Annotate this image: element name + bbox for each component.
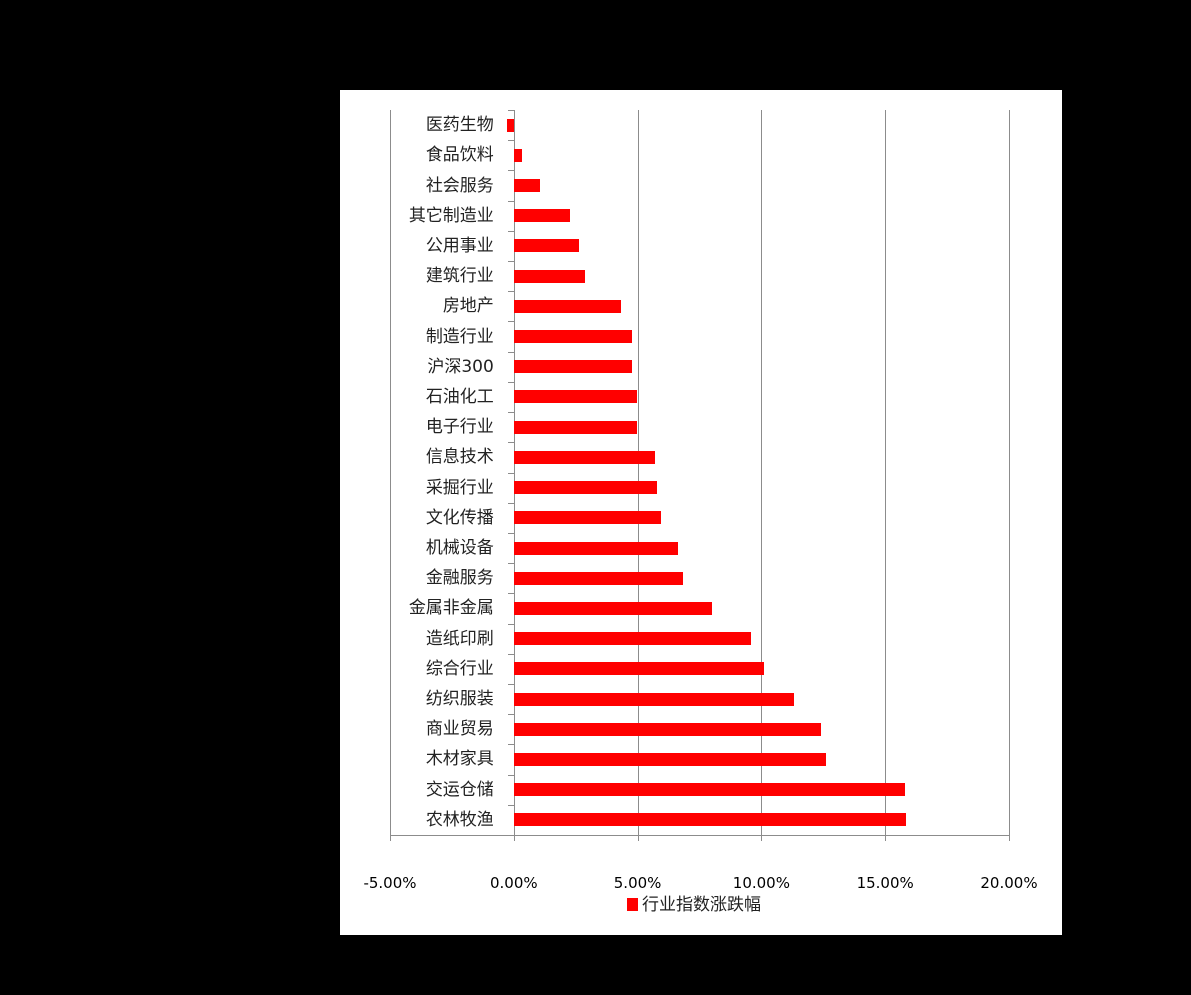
data-bar — [513, 148, 522, 162]
category-label: 农林牧渔 — [425, 809, 494, 830]
data-bar — [513, 179, 540, 193]
category-label: 纺织服装 — [425, 689, 494, 710]
legend-swatch — [627, 897, 638, 911]
y-tick — [507, 563, 514, 565]
category-label: 制造行业 — [425, 326, 494, 347]
data-bar — [513, 360, 632, 374]
x-gridline — [761, 110, 763, 835]
category-label: 公用事业 — [425, 235, 494, 256]
y-tick — [507, 230, 514, 232]
y-tick — [507, 442, 514, 444]
x-gridline — [1009, 110, 1010, 835]
y-tick — [507, 200, 514, 202]
y-tick — [507, 412, 514, 414]
category-label: 金属非金属 — [408, 598, 494, 619]
data-bar — [513, 390, 637, 404]
y-tick — [507, 593, 514, 595]
category-label: 交运仓储 — [425, 779, 494, 800]
category-label: 商业贸易 — [425, 719, 494, 740]
y-tick — [507, 261, 514, 263]
data-bar — [513, 571, 684, 585]
y-tick — [507, 623, 514, 625]
category-label: 信息技术 — [425, 447, 494, 468]
category-label: 电子行业 — [425, 417, 494, 438]
data-bar — [513, 511, 661, 525]
y-tick — [507, 653, 514, 655]
y-tick — [507, 381, 514, 383]
y-tick — [507, 110, 514, 111]
category-label: 文化传播 — [425, 507, 494, 528]
y-tick — [507, 351, 514, 353]
x-tick-label: 15.00% — [856, 874, 914, 892]
data-bar — [513, 722, 821, 736]
category-label: 社会服务 — [425, 175, 494, 196]
y-tick — [507, 291, 514, 293]
x-tick-label: 0.00% — [489, 874, 538, 892]
category-label: 综合行业 — [425, 658, 494, 679]
data-bar — [513, 783, 905, 797]
x-tick — [637, 835, 639, 841]
data-bar — [513, 752, 826, 766]
data-bar — [513, 269, 585, 283]
y-tick — [507, 321, 514, 323]
data-bar — [513, 450, 655, 464]
category-label: 其它制造业 — [408, 205, 494, 226]
data-bar — [513, 209, 570, 223]
category-label: 沪深300 — [427, 356, 494, 377]
category-label: 建筑行业 — [425, 266, 494, 287]
y-tick — [507, 170, 514, 172]
y-tick — [507, 774, 514, 776]
data-bar — [513, 299, 621, 313]
x-tick-label: 20.00% — [980, 874, 1038, 892]
chart-panel: -5.00% 0.00% 5.00% 10.00% 15.00% 20.00% 医药生物食品… — [340, 90, 1062, 935]
data-bar — [513, 632, 752, 646]
x-axis-line — [390, 835, 1009, 836]
plot-area: -5.00% 0.00% 5.00% 10.00% 15.00% 20.00% 医药生物食品… — [363, 110, 1038, 892]
data-bar — [513, 330, 632, 344]
y-axis-line — [513, 110, 515, 835]
y-tick — [507, 714, 514, 716]
x-tick — [1009, 835, 1010, 841]
data-bar — [513, 601, 712, 615]
category-label: 房地产 — [442, 296, 494, 317]
category-label: 金融服务 — [425, 568, 494, 589]
data-bar — [513, 692, 794, 706]
y-tick — [507, 683, 514, 685]
y-tick — [507, 532, 514, 534]
data-bar — [513, 420, 637, 434]
data-bar — [513, 541, 679, 555]
legend-label: 行业指数涨跌幅 — [642, 894, 761, 915]
x-gridline — [885, 110, 887, 835]
x-tick — [885, 835, 887, 841]
x-gridline — [637, 110, 639, 835]
y-tick — [507, 744, 514, 746]
x-tick — [513, 835, 515, 841]
x-gridline — [390, 110, 391, 835]
category-label: 采掘行业 — [425, 477, 494, 498]
category-label: 机械设备 — [425, 538, 494, 559]
data-bar — [513, 662, 764, 676]
x-tick-label: 10.00% — [732, 874, 790, 892]
x-tick-label: -5.00% — [363, 874, 417, 892]
legend: 行业指数涨跌幅 — [627, 890, 761, 915]
category-label: 造纸印刷 — [425, 628, 494, 649]
y-tick — [507, 140, 514, 142]
y-tick — [507, 472, 514, 474]
category-label: 木材家具 — [425, 749, 494, 770]
x-tick — [761, 835, 763, 841]
category-label: 食品饮料 — [425, 145, 494, 166]
y-tick — [507, 835, 514, 836]
x-tick — [390, 835, 391, 841]
category-label: 医药生物 — [425, 115, 494, 136]
y-tick — [507, 502, 514, 504]
data-bar — [506, 118, 514, 132]
x-tick-label: 5.00% — [613, 874, 662, 892]
data-bar — [513, 481, 657, 495]
data-bar — [513, 813, 907, 827]
data-bar — [513, 239, 579, 253]
category-label: 石油化工 — [425, 386, 494, 407]
y-tick — [507, 804, 514, 806]
